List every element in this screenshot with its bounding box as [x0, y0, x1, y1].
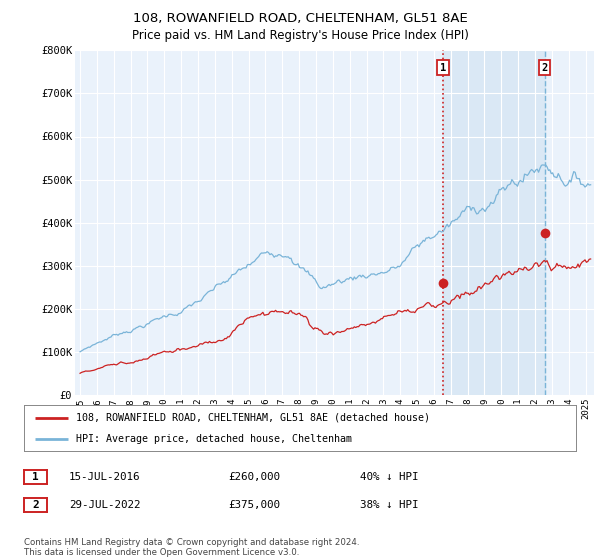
- Text: 1: 1: [32, 472, 39, 482]
- Text: 108, ROWANFIELD ROAD, CHELTENHAM, GL51 8AE: 108, ROWANFIELD ROAD, CHELTENHAM, GL51 8…: [133, 12, 467, 25]
- Text: HPI: Average price, detached house, Cheltenham: HPI: Average price, detached house, Chel…: [76, 435, 352, 444]
- Text: 38% ↓ HPI: 38% ↓ HPI: [360, 500, 419, 510]
- Text: 29-JUL-2022: 29-JUL-2022: [69, 500, 140, 510]
- Text: 15-JUL-2016: 15-JUL-2016: [69, 472, 140, 482]
- Text: 108, ROWANFIELD ROAD, CHELTENHAM, GL51 8AE (detached house): 108, ROWANFIELD ROAD, CHELTENHAM, GL51 8…: [76, 413, 430, 423]
- Text: 2: 2: [542, 63, 548, 73]
- Text: 1: 1: [440, 63, 446, 73]
- Text: Price paid vs. HM Land Registry's House Price Index (HPI): Price paid vs. HM Land Registry's House …: [131, 29, 469, 42]
- Text: £260,000: £260,000: [228, 472, 280, 482]
- Text: £375,000: £375,000: [228, 500, 280, 510]
- Text: 40% ↓ HPI: 40% ↓ HPI: [360, 472, 419, 482]
- Bar: [443, 50, 545, 395]
- Text: 2: 2: [32, 500, 39, 510]
- Text: Contains HM Land Registry data © Crown copyright and database right 2024.
This d: Contains HM Land Registry data © Crown c…: [24, 538, 359, 557]
